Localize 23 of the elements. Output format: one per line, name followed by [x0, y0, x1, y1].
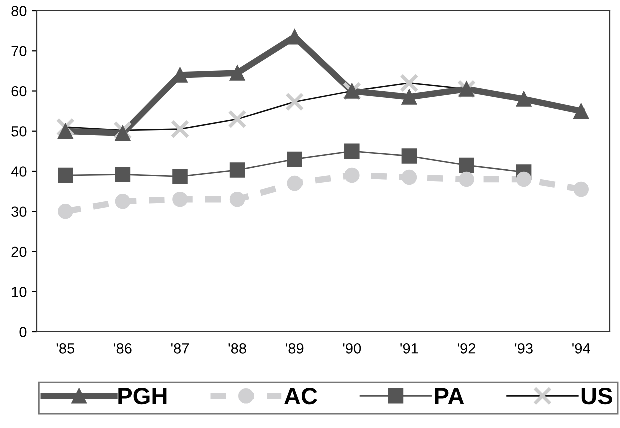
legend-label: PA [435, 388, 464, 404]
x-tick-label: '87 [171, 343, 190, 354]
x-tick-label: '88 [228, 343, 246, 354]
legend-label: US [582, 388, 612, 405]
x-tick-label: '89 [286, 343, 304, 354]
legend-label: PGH [118, 388, 167, 405]
y-tick-label: 40 [11, 166, 27, 177]
x-tick-label: '90 [343, 343, 362, 354]
y-tick-label: 30 [12, 206, 27, 218]
y-tick-label: 70 [12, 46, 27, 57]
x-tick-label: '93 [515, 343, 533, 354]
x-tick-label: '85 [56, 343, 75, 354]
y-tick-label: 20 [12, 246, 27, 258]
x-tick-label: '92 [458, 343, 476, 354]
legend-label: AC [284, 388, 318, 405]
y-tick-label: 50 [12, 126, 27, 137]
x-tick-label: '86 [114, 343, 132, 354]
y-tick-label: 80 [12, 6, 27, 16]
x-tick-label: '91 [400, 343, 418, 354]
y-tick-label: 10 [12, 286, 27, 298]
y-tick-label: 0 [20, 327, 27, 338]
x-tick-label: '94 [572, 343, 590, 354]
y-tick-label: 60 [12, 86, 27, 97]
